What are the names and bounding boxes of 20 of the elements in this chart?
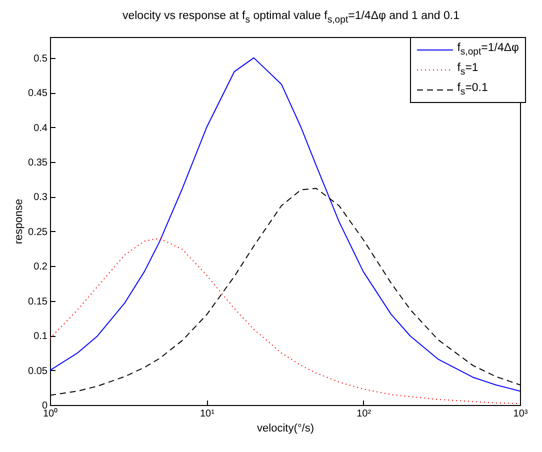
y-axis-title: response	[13, 198, 26, 244]
x-tick-label: 10¹	[200, 408, 216, 420]
y-tick-label: 0.4	[34, 122, 48, 134]
y-tick-label: 0.25	[28, 226, 48, 238]
x-tick-label: 10²	[356, 408, 372, 420]
y-tick-label: 0.45	[28, 88, 48, 100]
legend-label: f$_{s}$=0.1	[457, 82, 488, 98]
y-tick-label: 0.05	[28, 366, 48, 377]
x-tick-label: 10⁰	[42, 408, 58, 420]
x-axis-title: velocity(°/s)	[257, 422, 314, 434]
y-tick-label: 0.35	[28, 157, 48, 168]
y-tick-label: 0.2	[34, 262, 48, 273]
y-tick-label: 0.15	[28, 296, 48, 308]
y-tick-label: 0.5	[34, 53, 48, 64]
legend-label: f$_{s}$=1	[457, 62, 478, 78]
chart-title: velocity vs response at f$_{s}$ optimal value f$_{s,opt}$=1/4Δφ and 1 and 0.1	[121, 10, 461, 26]
y-tick-label: 0.1	[34, 331, 48, 342]
y-tick-label: 0.3	[34, 192, 48, 204]
legend-label: f$_{s,opt}$=1/4Δφ	[457, 42, 519, 58]
x-tick-label: 10³	[513, 408, 528, 420]
